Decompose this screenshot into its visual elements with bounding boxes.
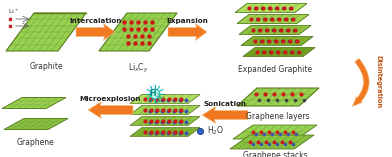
Polygon shape <box>237 88 319 106</box>
FancyArrow shape <box>76 23 115 41</box>
Text: Graphene: Graphene <box>17 138 55 147</box>
Text: H$_2$O: H$_2$O <box>207 125 224 137</box>
FancyArrow shape <box>168 23 207 41</box>
Text: Disintegration: Disintegration <box>375 55 381 108</box>
Polygon shape <box>233 125 317 139</box>
Text: Microexplosion: Microexplosion <box>80 96 141 102</box>
Polygon shape <box>4 119 68 130</box>
Text: Sonication: Sonication <box>203 101 247 107</box>
Text: Intercalation: Intercalation <box>69 18 122 24</box>
Text: Graphene layers: Graphene layers <box>246 112 310 121</box>
Text: Li$_x$C$_y$: Li$_x$C$_y$ <box>128 62 148 75</box>
Polygon shape <box>243 48 315 57</box>
Polygon shape <box>235 3 307 13</box>
Polygon shape <box>130 127 200 136</box>
Polygon shape <box>230 135 314 149</box>
Polygon shape <box>239 25 311 35</box>
Polygon shape <box>237 14 309 24</box>
Polygon shape <box>150 89 160 99</box>
Polygon shape <box>241 36 313 46</box>
Text: Expansion: Expansion <box>167 18 209 24</box>
Polygon shape <box>6 13 86 51</box>
Polygon shape <box>2 97 66 108</box>
Text: Graphene stacks: Graphene stacks <box>243 151 307 157</box>
Polygon shape <box>130 106 200 114</box>
FancyArrow shape <box>88 101 133 119</box>
Text: H$_2$: H$_2$ <box>149 88 161 100</box>
FancyArrowPatch shape <box>352 58 369 106</box>
Polygon shape <box>130 95 200 103</box>
Text: Graphite: Graphite <box>29 62 63 71</box>
Text: Expanded Graphite: Expanded Graphite <box>238 65 312 74</box>
FancyArrow shape <box>202 106 248 124</box>
Text: Li$^+$: Li$^+$ <box>8 8 19 16</box>
Polygon shape <box>99 13 177 51</box>
Polygon shape <box>130 116 200 125</box>
